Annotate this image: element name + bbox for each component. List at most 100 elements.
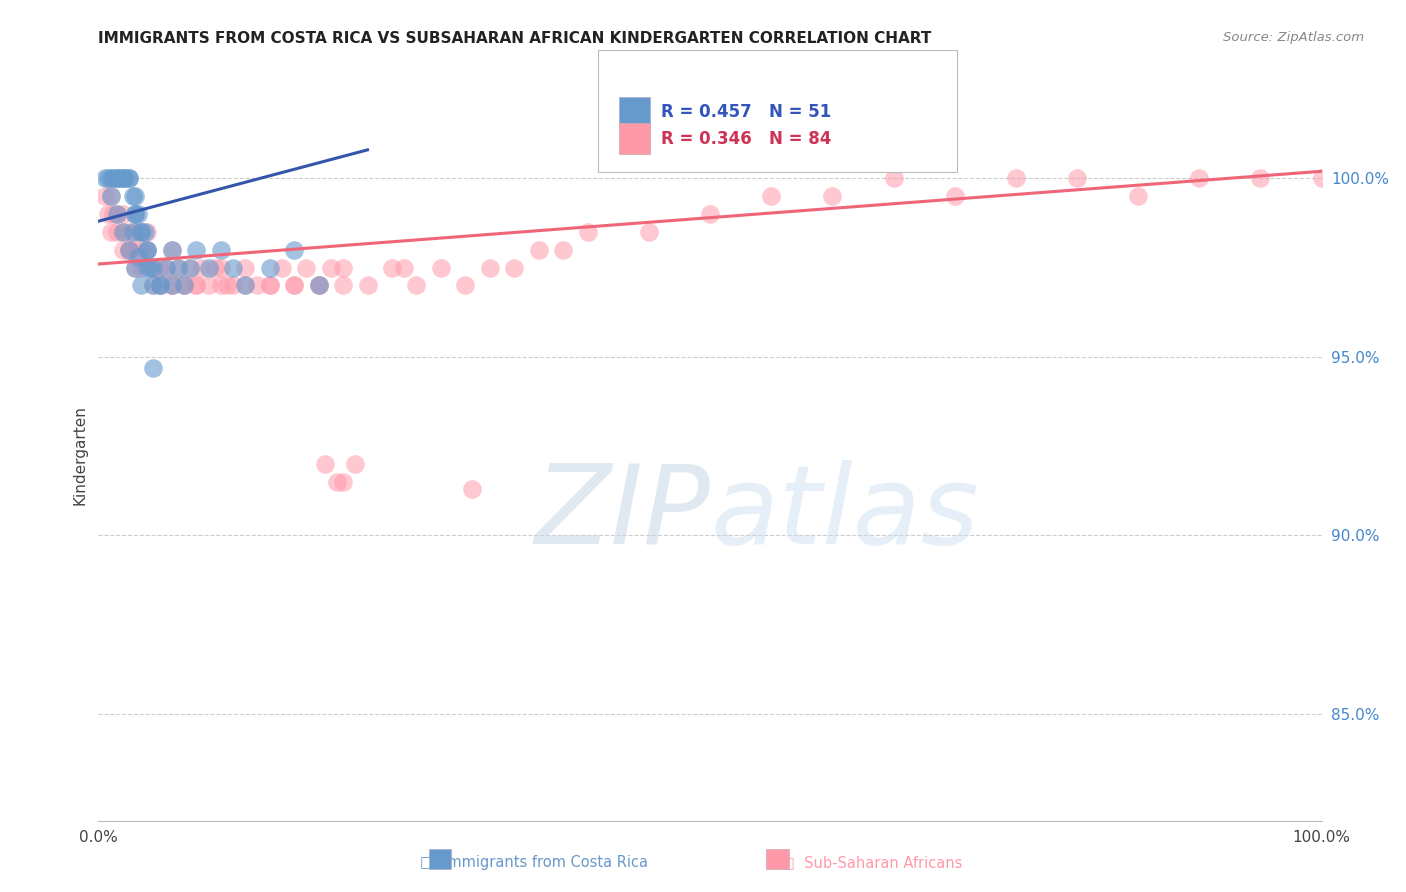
- Point: [319, 260, 342, 275]
- Point: [222, 260, 245, 275]
- Point: [460, 482, 482, 496]
- Point: [503, 260, 526, 275]
- Point: [197, 260, 219, 275]
- Point: [821, 189, 844, 203]
- Point: [93, 171, 115, 186]
- Point: [332, 278, 354, 293]
- Text: R = 0.457   N = 51: R = 0.457 N = 51: [661, 103, 831, 121]
- Point: [118, 243, 141, 257]
- Point: [100, 189, 122, 203]
- Point: [209, 260, 232, 275]
- Point: [1128, 189, 1150, 203]
- Point: [283, 278, 305, 293]
- Point: [1066, 171, 1088, 186]
- Point: [259, 260, 281, 275]
- Point: [405, 278, 427, 293]
- Point: [111, 225, 134, 239]
- Point: [308, 278, 330, 293]
- Point: [160, 278, 183, 293]
- Point: [111, 243, 134, 257]
- Point: [129, 225, 152, 239]
- Point: [129, 243, 152, 257]
- Point: [97, 171, 120, 186]
- Point: [149, 278, 172, 293]
- Point: [186, 278, 208, 293]
- Point: [392, 260, 416, 275]
- Point: [943, 189, 966, 203]
- Point: [118, 243, 141, 257]
- Point: [1310, 171, 1333, 186]
- Point: [270, 260, 294, 275]
- Point: [114, 171, 136, 186]
- Point: [127, 207, 149, 221]
- Point: [381, 260, 404, 275]
- Point: [233, 278, 256, 293]
- Point: [124, 207, 146, 221]
- Point: [136, 225, 159, 239]
- Point: [118, 243, 141, 257]
- Point: [111, 171, 134, 186]
- Text: □  Sub-Saharan Africans: □ Sub-Saharan Africans: [780, 855, 963, 870]
- Point: [136, 243, 159, 257]
- Point: [100, 189, 122, 203]
- Point: [197, 278, 219, 293]
- Point: [129, 260, 152, 275]
- Point: [134, 225, 156, 239]
- Point: [111, 225, 134, 239]
- Point: [186, 243, 208, 257]
- Point: [136, 243, 159, 257]
- Point: [761, 189, 783, 203]
- Point: [553, 243, 575, 257]
- Point: [246, 278, 269, 293]
- Point: [111, 207, 134, 221]
- Point: [173, 278, 195, 293]
- Point: [332, 475, 354, 489]
- Point: [883, 171, 905, 186]
- Point: [308, 278, 330, 293]
- Y-axis label: Kindergarten: Kindergarten: [72, 405, 87, 505]
- Point: [308, 278, 330, 293]
- Point: [179, 260, 201, 275]
- Point: [101, 207, 124, 221]
- Point: [222, 278, 245, 293]
- Point: [283, 278, 305, 293]
- Point: [191, 260, 214, 275]
- Point: [105, 225, 128, 239]
- Point: [160, 278, 183, 293]
- Point: [344, 457, 367, 471]
- Point: [233, 278, 256, 293]
- Point: [283, 243, 305, 257]
- Point: [1004, 171, 1026, 186]
- Point: [124, 207, 146, 221]
- Point: [121, 225, 143, 239]
- Point: [160, 243, 183, 257]
- Point: [111, 171, 134, 186]
- Point: [527, 243, 550, 257]
- Point: [118, 171, 141, 186]
- Point: [167, 260, 190, 275]
- Point: [100, 171, 122, 186]
- Point: [160, 278, 183, 293]
- Point: [124, 260, 146, 275]
- Point: [136, 260, 159, 275]
- Point: [105, 207, 128, 221]
- Point: [454, 278, 477, 293]
- Text: □  Immigrants from Costa Rica: □ Immigrants from Costa Rica: [420, 855, 648, 870]
- Point: [699, 207, 721, 221]
- Point: [149, 278, 172, 293]
- Text: Source: ZipAtlas.com: Source: ZipAtlas.com: [1223, 31, 1364, 45]
- Point: [295, 260, 318, 275]
- Point: [209, 243, 232, 257]
- Point: [142, 260, 165, 275]
- Point: [124, 225, 146, 239]
- Point: [326, 475, 349, 489]
- Point: [142, 278, 165, 293]
- Point: [478, 260, 501, 275]
- Text: atlas: atlas: [710, 460, 979, 567]
- Point: [173, 278, 195, 293]
- Point: [136, 243, 159, 257]
- Text: ZIP: ZIP: [534, 460, 710, 567]
- Point: [142, 260, 165, 275]
- Point: [356, 278, 378, 293]
- Point: [129, 278, 152, 293]
